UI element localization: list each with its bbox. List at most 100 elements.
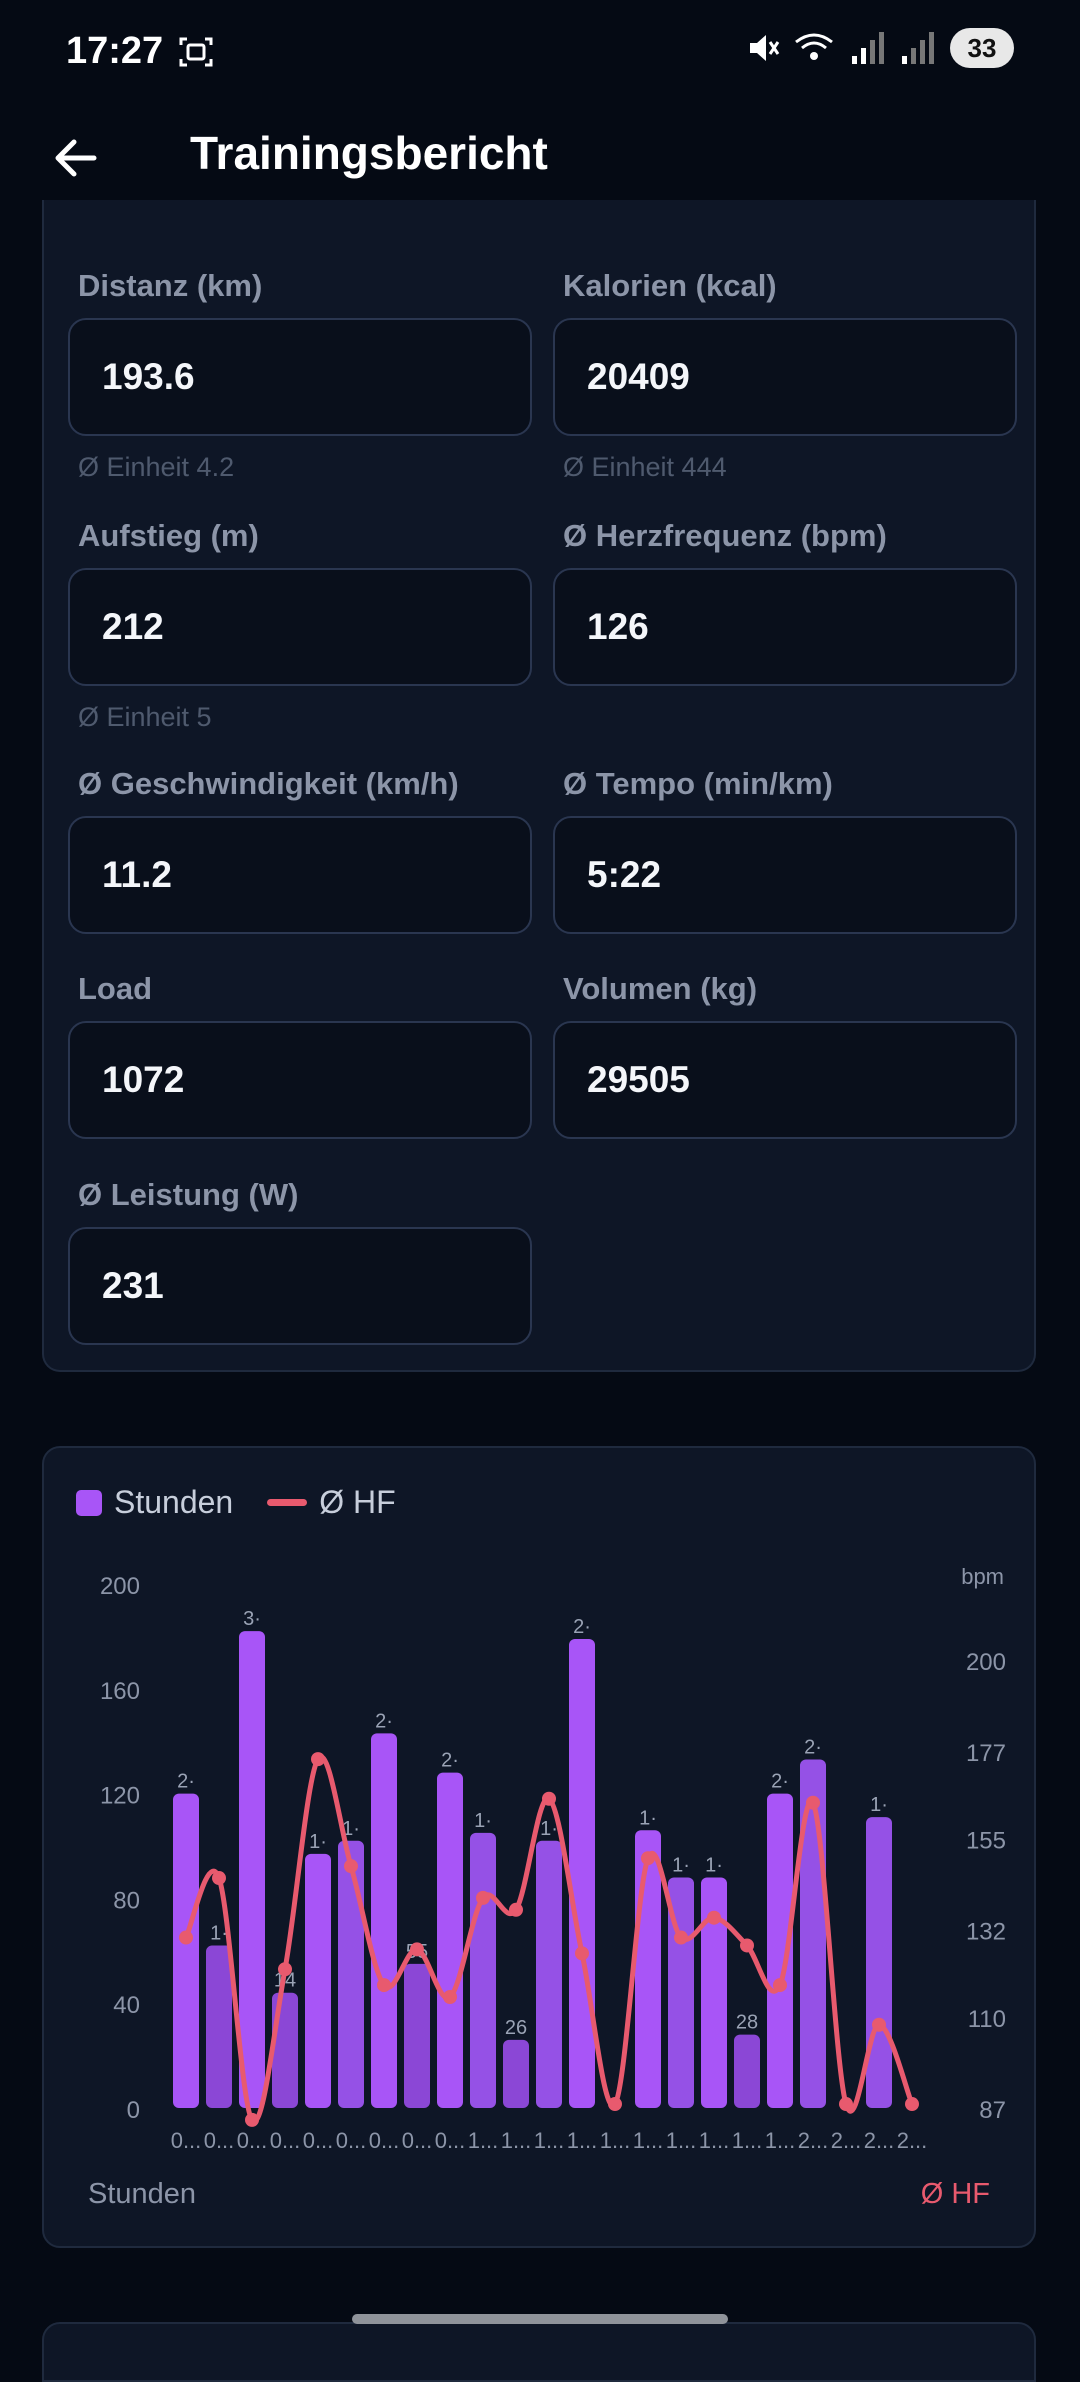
bar <box>701 1877 727 2108</box>
metric-value: 29505 <box>587 1059 690 1100</box>
bar <box>503 2039 529 2108</box>
combo-chart[interactable]: 0 40 80 120 160 200 87 110 132 155 177 200 bpm 2· 0...… <box>44 1448 1034 2248</box>
bar-value-label: 1· <box>870 1794 888 1816</box>
x-tick-label: 0... <box>171 2128 202 2153</box>
metric-value: 1072 <box>102 1059 185 1100</box>
metric-box: 193.6 <box>68 318 532 436</box>
x-tick-label: 1... <box>567 2128 598 2153</box>
bar-value-label: 1· <box>309 1831 327 1853</box>
right-axis-unit: bpm <box>961 1564 1004 1589</box>
metric-average: Ø Einheit 4.2 <box>78 452 235 482</box>
bar-value-label: 28 <box>736 2012 758 2034</box>
x-tick-label: 0... <box>237 2128 268 2153</box>
x-tick-label: 1... <box>633 2128 664 2153</box>
hr-point <box>245 2112 259 2127</box>
metric-box: 29505 <box>553 1021 1017 1139</box>
metric-label: Ø Geschwindigkeit (km/h) <box>78 766 459 801</box>
bar <box>734 2034 760 2108</box>
x-tick-label: 0... <box>303 2128 334 2153</box>
metric-box: 1072 <box>68 1021 532 1139</box>
left-axis-title: Stunden <box>88 2178 197 2210</box>
bar-value-label: 3· <box>243 1608 261 1630</box>
bar-value-label: 1· <box>474 1810 492 1832</box>
bar <box>536 1840 562 2108</box>
bar-value-label: 1· <box>672 1854 690 1876</box>
metric-label: Load <box>78 971 153 1006</box>
right-tick-label: 200 <box>966 1649 1006 1676</box>
hr-point <box>608 2097 622 2112</box>
x-tick-label: 0... <box>336 2128 367 2153</box>
hr-point <box>377 1978 391 1993</box>
hr-point <box>839 2097 853 2112</box>
metric-value: 231 <box>102 1265 164 1306</box>
screen-recorder-icon <box>179 37 213 67</box>
left-tick-label: 160 <box>100 1678 140 1705</box>
bar <box>305 1853 331 2108</box>
right-axis-title: Ø HF <box>920 2178 990 2210</box>
metric-box: 20409 <box>553 318 1017 436</box>
bar-value-label: 2· <box>771 1771 789 1793</box>
home-indicator[interactable] <box>352 2314 728 2324</box>
bar <box>404 1963 430 2108</box>
arrow-left-icon[interactable] <box>48 130 104 186</box>
chart-card: Stunden Ø HF 0 40 80 120 160 200 87 110 132 155 17… <box>42 1446 1036 2248</box>
bar-value-label: 1· <box>210 1923 228 1945</box>
left-tick-label: 200 <box>100 1573 140 1600</box>
x-tick-label: 1... <box>468 2128 499 2153</box>
legend-label-hr: Ø HF <box>319 1484 396 1520</box>
metric-label: Kalorien (kcal) <box>563 268 777 303</box>
hr-point <box>179 1930 193 1945</box>
right-tick-label: 110 <box>968 2006 1006 2033</box>
metric-box: 11.2 <box>68 816 532 934</box>
hr-point <box>641 1851 655 1866</box>
x-tick-label: 1... <box>666 2128 697 2153</box>
bar-value-label: 2· <box>177 1771 195 1793</box>
bar-value-label: 2· <box>441 1750 459 1772</box>
metric-box: 231 <box>68 1227 532 1345</box>
bar-value-label: 2· <box>375 1710 393 1732</box>
x-tick-label: 1... <box>534 2128 565 2153</box>
signal-icon-2 <box>902 32 934 64</box>
hr-point <box>212 1871 226 1886</box>
x-tick-label: 2... <box>831 2128 862 2153</box>
right-tick-label: 87 <box>979 2097 1006 2124</box>
wifi-icon <box>795 33 833 60</box>
hr-point <box>707 1910 721 1925</box>
mute-icon <box>750 35 780 61</box>
legend-bar-swatch <box>76 1489 102 1516</box>
bar-value-label: 1· <box>342 1818 360 1840</box>
right-tick-label: 155 <box>966 1827 1006 1854</box>
hr-point <box>278 1962 292 1977</box>
legend-line-swatch <box>267 1499 308 1506</box>
hr-point <box>344 1859 358 1874</box>
right-tick-label: 177 <box>966 1740 1006 1767</box>
metrics-card: Distanz (km) 193.6 Ø Einheit 4.2 Kalorie… <box>42 200 1036 1372</box>
signal-icon <box>852 32 884 64</box>
metric-label: Volumen (kg) <box>563 971 758 1006</box>
metric-label: Distanz (km) <box>78 268 263 303</box>
x-tick-label: 0... <box>435 2128 466 2153</box>
bar-value-label: 1· <box>639 1807 657 1829</box>
x-tick-label: 0... <box>270 2128 301 2153</box>
metric-average: Ø Einheit 5 <box>78 702 212 732</box>
hr-point <box>575 1946 589 1961</box>
bar-value-label: 2· <box>573 1616 591 1638</box>
chart-legend: Stunden Ø HF <box>76 1484 396 1521</box>
hr-point <box>476 1890 490 1905</box>
hr-point <box>443 1989 457 2004</box>
bar <box>437 1772 463 2108</box>
bar <box>206 1945 232 2108</box>
bar-value-label: 26 <box>505 2017 527 2039</box>
bar <box>635 1830 661 2108</box>
metric-box: 126 <box>553 568 1017 686</box>
metric-box: 5:22 <box>553 816 1017 934</box>
x-tick-label: 0... <box>369 2128 400 2153</box>
x-tick-label: 2... <box>864 2128 895 2153</box>
x-tick-label: 1... <box>501 2128 532 2153</box>
metric-label: Aufstieg (m) <box>78 518 259 553</box>
metric-average: Ø Einheit 444 <box>563 452 727 482</box>
x-tick-label: 0... <box>402 2128 433 2153</box>
metric-value: 20409 <box>587 356 690 397</box>
hr-point <box>509 1902 523 1917</box>
hr-point <box>674 1930 688 1945</box>
